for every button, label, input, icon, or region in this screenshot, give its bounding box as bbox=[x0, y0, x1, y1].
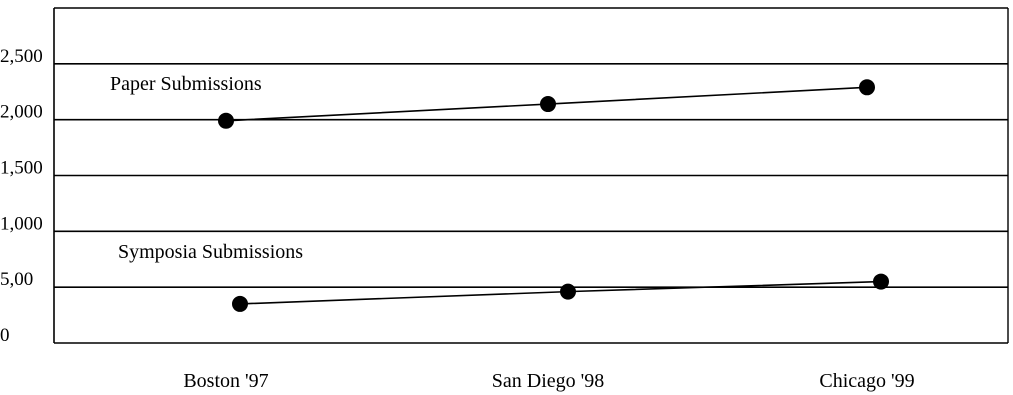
series-lines bbox=[218, 79, 889, 312]
y-tick-label-0: 0 bbox=[0, 325, 10, 346]
series-1-point-1 bbox=[560, 283, 576, 300]
x-category-label-2: Chicago '99 bbox=[819, 370, 914, 392]
x-axis-category-labels: Boston '97 San Diego '98 Chicago '99 bbox=[183, 370, 914, 392]
y-tick-label-2500: 2,500 bbox=[0, 46, 43, 67]
series-label-1: Symposia Submissions bbox=[118, 241, 303, 263]
gridlines bbox=[54, 63, 1008, 288]
x-category-label-0: Boston '97 bbox=[183, 370, 268, 392]
series-label-0: Paper Submissions bbox=[110, 73, 262, 95]
y-tick-label-2000: 2,000 bbox=[0, 102, 43, 123]
y-tick-label-500: 5,00 bbox=[0, 269, 33, 290]
series-0-point-2 bbox=[859, 79, 875, 96]
series-1-point-0 bbox=[232, 295, 248, 312]
y-tick-label-1000: 1,000 bbox=[0, 213, 43, 234]
series-0-point-1 bbox=[540, 96, 556, 113]
series-1-point-2 bbox=[873, 273, 889, 290]
y-tick-label-1500: 1,500 bbox=[0, 158, 43, 179]
y-axis-tick-labels: 0 5,00 1,000 1,500 2,000 2,500 bbox=[0, 46, 43, 346]
series-0-point-0 bbox=[218, 112, 234, 129]
series-labels: Paper Submissions Symposia Submissions bbox=[110, 73, 303, 263]
plot-frame bbox=[53, 7, 1009, 344]
x-category-label-1: San Diego '98 bbox=[492, 370, 604, 392]
